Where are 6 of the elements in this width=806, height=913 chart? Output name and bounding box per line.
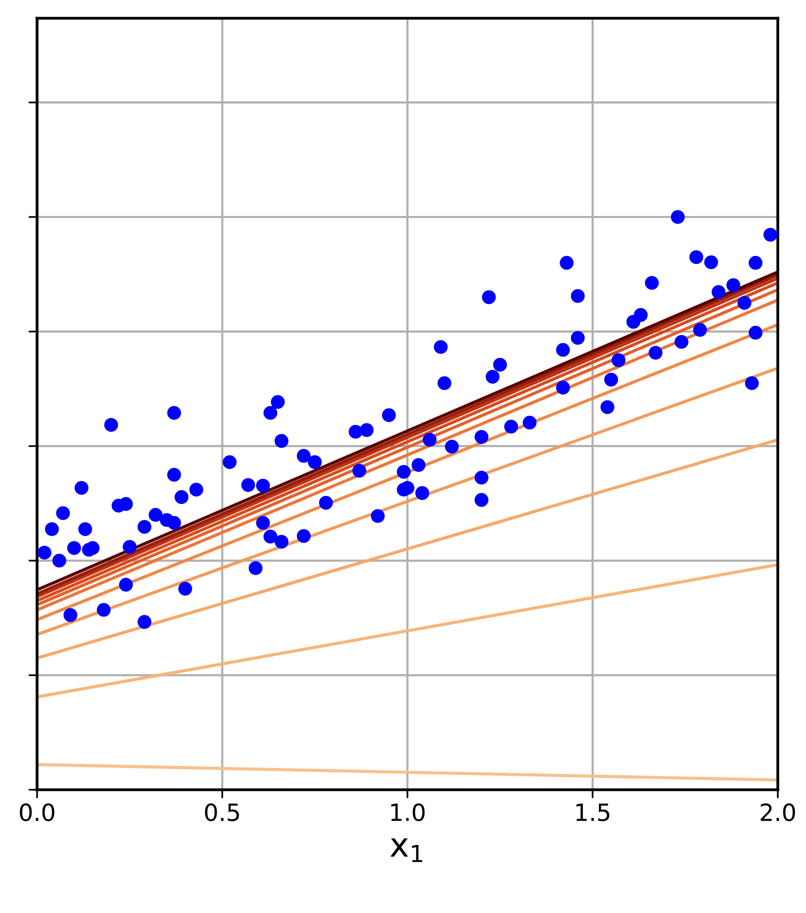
x-axis-title: x$_{1}$ [390, 838, 422, 862]
x-tick-label: 0.5 [205, 803, 239, 822]
x-tick-label: 1.0 [391, 803, 425, 822]
x-tick-label: 0.0 [20, 803, 54, 822]
x-tick-label: 2.0 [760, 803, 795, 822]
x-tick-label: 1.5 [576, 804, 610, 822]
